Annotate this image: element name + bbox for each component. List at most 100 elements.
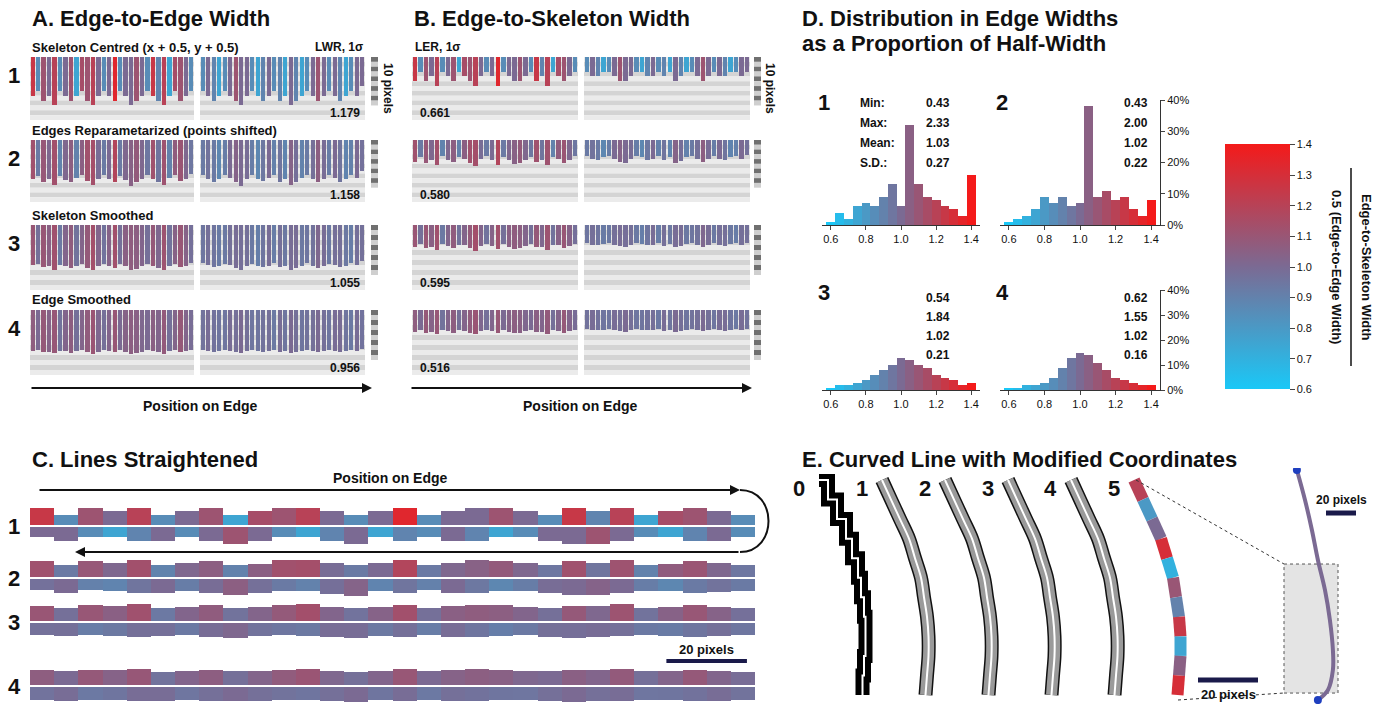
svg-text:D. Distribution in Edge Widths: D. Distribution in Edge Widths <box>802 6 1118 31</box>
svg-text:0.5 (Edge-to-Edge Width): 0.5 (Edge-to-Edge Width) <box>1329 190 1344 344</box>
svg-text:0.6: 0.6 <box>1001 233 1016 245</box>
svg-text:1.0: 1.0 <box>1297 261 1312 273</box>
svg-text:20 pixels: 20 pixels <box>1316 493 1367 507</box>
svg-text:Skeleton Smoothed: Skeleton Smoothed <box>32 208 153 223</box>
svg-text:2: 2 <box>8 146 20 171</box>
svg-text:0.8: 0.8 <box>858 233 873 245</box>
svg-text:1.055: 1.055 <box>330 276 360 290</box>
svg-text:3: 3 <box>8 231 20 256</box>
svg-text:0.6: 0.6 <box>823 233 838 245</box>
svg-text:1.0: 1.0 <box>1072 233 1087 245</box>
svg-text:LWR, 1σ: LWR, 1σ <box>315 40 363 54</box>
svg-text:2.33: 2.33 <box>926 116 950 130</box>
svg-text:4: 4 <box>8 316 21 341</box>
svg-text:3: 3 <box>8 610 20 635</box>
svg-text:1.84: 1.84 <box>926 310 950 324</box>
svg-text:1.4: 1.4 <box>964 398 979 410</box>
svg-text:1.3: 1.3 <box>1297 169 1312 181</box>
svg-text:Edge Smoothed: Edge Smoothed <box>32 292 131 307</box>
svg-text:4: 4 <box>8 674 21 699</box>
svg-text:20%: 20% <box>1167 156 1189 168</box>
svg-text:40%: 40% <box>1167 94 1189 106</box>
svg-text:10 pixels: 10 pixels <box>381 63 395 114</box>
svg-text:0.43: 0.43 <box>926 96 950 110</box>
svg-text:Edges Reparametarized (points: Edges Reparametarized (points shifted) <box>32 123 277 138</box>
svg-text:1.179: 1.179 <box>330 106 360 120</box>
svg-text:4: 4 <box>1044 476 1057 501</box>
svg-text:20%: 20% <box>1167 334 1189 346</box>
svg-text:Min:: Min: <box>860 96 885 110</box>
svg-text:0.21: 0.21 <box>926 348 950 362</box>
svg-text:0.16: 0.16 <box>1124 348 1148 362</box>
svg-text:1.4: 1.4 <box>1143 398 1158 410</box>
svg-text:40%: 40% <box>1167 284 1189 296</box>
svg-text:Position on Edge: Position on Edge <box>333 470 448 486</box>
svg-text:0.9: 0.9 <box>1297 291 1312 303</box>
svg-text:1.158: 1.158 <box>330 188 360 202</box>
svg-text:S.D.:: S.D.: <box>860 156 887 170</box>
svg-text:0.8: 0.8 <box>858 398 873 410</box>
svg-text:Skeleton Centred (x + 0.5, y +: Skeleton Centred (x + 0.5, y + 0.5) <box>32 40 239 55</box>
svg-text:1.2: 1.2 <box>1108 233 1123 245</box>
svg-text:4: 4 <box>996 280 1009 305</box>
svg-text:as a Proportion of Half-Width: as a Proportion of Half-Width <box>802 31 1106 56</box>
svg-text:20 pixels: 20 pixels <box>1201 687 1256 702</box>
svg-text:1.02: 1.02 <box>926 329 950 343</box>
svg-text:0.6: 0.6 <box>1297 383 1312 395</box>
svg-text:5: 5 <box>1108 476 1120 501</box>
svg-text:Edge-to-Skeleton Width: Edge-to-Skeleton Width <box>1359 194 1374 341</box>
svg-text:2: 2 <box>919 476 931 501</box>
svg-text:1.0: 1.0 <box>893 398 908 410</box>
svg-text:10%: 10% <box>1167 359 1189 371</box>
svg-text:1.55: 1.55 <box>1124 310 1148 324</box>
svg-text:1.0: 1.0 <box>1072 398 1087 410</box>
svg-text:2: 2 <box>996 90 1008 115</box>
svg-text:2.00: 2.00 <box>1124 116 1148 130</box>
svg-text:1.4: 1.4 <box>1297 138 1312 150</box>
svg-text:Position on Edge: Position on Edge <box>143 398 258 414</box>
svg-text:0: 0 <box>793 476 805 501</box>
svg-text:0.43: 0.43 <box>1124 96 1148 110</box>
svg-text:1.1: 1.1 <box>1297 230 1312 242</box>
svg-text:0.661: 0.661 <box>420 106 450 120</box>
svg-text:0.22: 0.22 <box>1124 156 1148 170</box>
svg-text:10%: 10% <box>1167 188 1189 200</box>
svg-text:0.54: 0.54 <box>926 291 950 305</box>
svg-text:1.2: 1.2 <box>1108 398 1123 410</box>
svg-text:0.7: 0.7 <box>1297 353 1312 365</box>
svg-text:2: 2 <box>8 566 20 591</box>
svg-text:Mean:: Mean: <box>860 136 895 150</box>
svg-text:1.4: 1.4 <box>964 233 979 245</box>
svg-text:0.6: 0.6 <box>823 398 838 410</box>
svg-text:Position on Edge: Position on Edge <box>523 398 638 414</box>
svg-text:0.956: 0.956 <box>330 361 360 375</box>
svg-text:0.6: 0.6 <box>1001 398 1016 410</box>
svg-text:3: 3 <box>982 476 994 501</box>
svg-text:1.0: 1.0 <box>893 233 908 245</box>
svg-text:Max:: Max: <box>860 116 887 130</box>
svg-text:1.02: 1.02 <box>1124 329 1148 343</box>
svg-text:3: 3 <box>818 280 830 305</box>
svg-text:0.27: 0.27 <box>926 156 950 170</box>
svg-text:1: 1 <box>8 514 20 539</box>
svg-text:A. Edge-to-Edge Width: A. Edge-to-Edge Width <box>32 6 270 31</box>
svg-text:30%: 30% <box>1167 309 1189 321</box>
svg-text:0.580: 0.580 <box>420 188 450 202</box>
svg-text:10 pixels: 10 pixels <box>763 63 777 114</box>
svg-text:0%: 0% <box>1167 219 1183 231</box>
svg-text:B. Edge-to-Skeleton Width: B. Edge-to-Skeleton Width <box>414 6 690 31</box>
svg-text:1.03: 1.03 <box>926 136 950 150</box>
svg-text:1.2: 1.2 <box>928 233 943 245</box>
svg-text:0.62: 0.62 <box>1124 291 1148 305</box>
svg-text:0.516: 0.516 <box>420 361 450 375</box>
svg-text:0.8: 0.8 <box>1297 322 1312 334</box>
svg-text:E. Curved Line with Modified C: E. Curved Line with Modified Coordinates <box>802 447 1237 472</box>
svg-text:1: 1 <box>8 63 20 88</box>
svg-text:20 pixels: 20 pixels <box>679 642 734 657</box>
svg-text:0%: 0% <box>1167 384 1183 396</box>
svg-text:1: 1 <box>856 476 868 501</box>
svg-text:C. Lines Straightened: C. Lines Straightened <box>32 447 258 472</box>
svg-text:0.8: 0.8 <box>1037 398 1052 410</box>
svg-text:LER, 1σ: LER, 1σ <box>415 40 461 54</box>
svg-text:0.595: 0.595 <box>420 276 450 290</box>
